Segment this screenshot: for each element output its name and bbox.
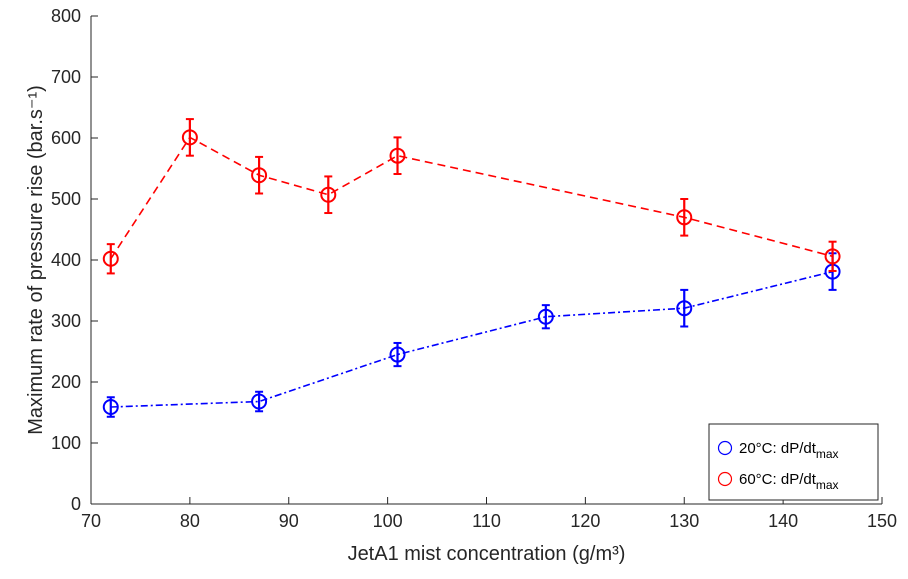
legend-entry: 20°C: dP/dtmax [739,440,839,461]
series-line [110,136,833,260]
data-point [676,209,693,226]
x-tick-label: 150 [867,511,897,531]
legend-subscript: max [816,447,839,461]
data-point [251,167,268,184]
x-tick-label: 90 [279,511,299,531]
x-axis-label: JetA1 mist concentration (g/m³) [348,543,626,565]
y-tick-label: 800 [51,6,81,26]
data-point [537,308,554,325]
y-tick-label: 200 [51,372,81,392]
y-tick-label: 700 [51,67,81,87]
series-line [110,270,833,408]
series-layer [102,118,841,418]
x-tick-label: 80 [180,511,200,531]
y-tick-label: 100 [51,433,81,453]
legend-entry: 60°C: dP/dtmax [739,471,839,492]
data-point [181,129,198,146]
y-tick-label: 0 [71,494,81,514]
data-point [102,250,119,267]
legend-subscript: max [816,478,839,492]
x-tick-label: 140 [768,511,798,531]
x-tick-label: 100 [373,511,403,531]
series-1 [102,252,841,418]
y-axis-label: Maximum rate of pressure rise (bar.s⁻¹) [25,85,47,435]
legend: 20°C: dP/dtmax 60°C: dP/dtmax [708,423,879,501]
data-point [824,248,841,265]
axes: 70 80 90 100 110 120 130 140 150 0 100 200 300 400 500… [51,6,897,531]
data-point [676,300,693,317]
y-tick-label: 400 [51,250,81,270]
x-tick-label: 110 [472,511,501,531]
legend-marker [717,440,733,456]
legend-marker [717,471,733,487]
data-point [389,147,406,164]
y-tick-label: 300 [51,311,81,331]
x-tick-label: 120 [570,511,600,531]
data-point [389,346,406,363]
data-point [320,186,337,203]
data-point [251,393,268,410]
y-tick-label: 600 [51,128,81,148]
x-tick-label: 70 [81,511,101,531]
series-2 [102,118,841,275]
y-tick-label: 500 [51,189,81,209]
data-point [102,399,119,416]
legend-box [708,423,879,501]
x-tick-label: 130 [669,511,699,531]
